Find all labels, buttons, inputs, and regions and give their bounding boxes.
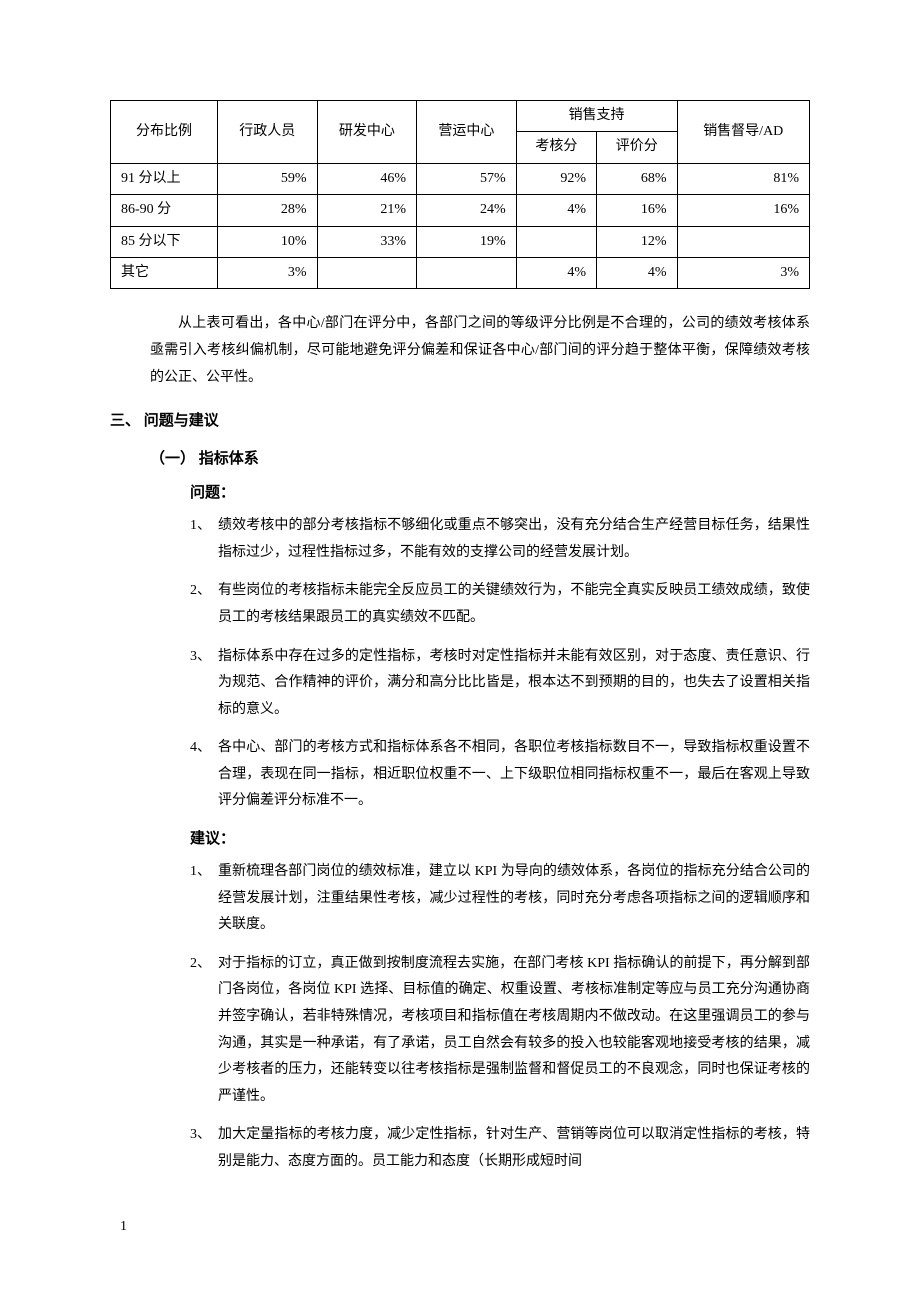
problems-list: 1、绩效考核中的部分考核指标不够细化或重点不够突出，没有充分结合生产经营目标任务…	[190, 513, 810, 815]
table-row: 85 分以下 10% 33% 19% 12%	[111, 226, 810, 257]
col-header-sales-lead: 销售督导/AD	[677, 101, 810, 164]
cell: 33%	[317, 226, 417, 257]
suggestions-list: 1、重新梳理各部门岗位的绩效标准，建立以 KPI 为导向的绩效体系，各岗位的指标…	[190, 859, 810, 1176]
col-header-ops: 营运中心	[417, 101, 517, 164]
cell	[677, 226, 810, 257]
distribution-table: 分布比例 行政人员 研发中心 营运中心 销售支持 销售督导/AD 考核分 评价分…	[110, 100, 810, 289]
cell: 16%	[597, 195, 677, 226]
list-marker: 1、	[190, 513, 211, 540]
list-text: 有些岗位的考核指标未能完全反应员工的关键绩效行为，不能完全真实反映员工绩效成绩，…	[218, 583, 810, 625]
list-item: 4、各中心、部门的考核方式和指标体系各不相同，各职位考核指标数目不一，导致指标权…	[190, 735, 810, 815]
list-item: 1、绩效考核中的部分考核指标不够细化或重点不够突出，没有充分结合生产经营目标任务…	[190, 513, 810, 566]
cell	[417, 257, 517, 288]
cell: 3%	[677, 257, 810, 288]
list-text: 重新梳理各部门岗位的绩效标准，建立以 KPI 为导向的绩效体系，各岗位的指标充分…	[218, 864, 810, 932]
col-header-eval-score: 评价分	[597, 132, 677, 163]
cell: 19%	[417, 226, 517, 257]
cell: 3%	[218, 257, 318, 288]
list-marker: 4、	[190, 735, 211, 762]
list-marker: 3、	[190, 1122, 211, 1149]
list-text: 对于指标的订立，真正做到按制度流程去实施，在部门考核 KPI 指标确认的前提下，…	[218, 956, 810, 1104]
list-item: 3、指标体系中存在过多的定性指标，考核时对定性指标并未能有效区别，对于态度、责任…	[190, 644, 810, 724]
list-item: 3、加大定量指标的考核力度，减少定性指标，针对生产、营销等岗位可以取消定性指标的…	[190, 1122, 810, 1175]
cell: 21%	[317, 195, 417, 226]
list-marker: 1、	[190, 859, 211, 886]
row-label: 86-90 分	[111, 195, 218, 226]
cell: 16%	[677, 195, 810, 226]
paragraph-after-table: 从上表可看出，各中心/部门在评分中，各部门之间的等级评分比例是不合理的，公司的绩…	[150, 311, 810, 391]
table-row: 91 分以上 59% 46% 57% 92% 68% 81%	[111, 163, 810, 194]
cell: 81%	[677, 163, 810, 194]
list-item: 1、重新梳理各部门岗位的绩效标准，建立以 KPI 为导向的绩效体系，各岗位的指标…	[190, 859, 810, 939]
cell: 24%	[417, 195, 517, 226]
cell: 4%	[516, 257, 596, 288]
list-text: 加大定量指标的考核力度，减少定性指标，针对生产、营销等岗位可以取消定性指标的考核…	[218, 1127, 810, 1169]
row-label: 其它	[111, 257, 218, 288]
list-marker: 2、	[190, 578, 211, 605]
row-label: 91 分以上	[111, 163, 218, 194]
list-marker: 3、	[190, 644, 211, 671]
problems-label: 问题：	[190, 481, 810, 505]
cell: 4%	[597, 257, 677, 288]
cell: 59%	[218, 163, 318, 194]
cell	[317, 257, 417, 288]
cell: 46%	[317, 163, 417, 194]
list-marker: 2、	[190, 951, 211, 978]
col-header-assess-score: 考核分	[516, 132, 596, 163]
cell	[516, 226, 596, 257]
subsection-heading-1: （一） 指标体系	[150, 447, 810, 471]
col-header-distribution: 分布比例	[111, 101, 218, 164]
page-number: 1	[120, 1216, 810, 1238]
table-row: 其它 3% 4% 4% 3%	[111, 257, 810, 288]
section-heading-3: 三、 问题与建议	[110, 409, 810, 433]
cell: 92%	[516, 163, 596, 194]
cell: 4%	[516, 195, 596, 226]
suggestions-label: 建议：	[190, 827, 810, 851]
cell: 68%	[597, 163, 677, 194]
col-header-sales-support: 销售支持	[516, 101, 677, 132]
list-text: 各中心、部门的考核方式和指标体系各不相同，各职位考核指标数目不一，导致指标权重设…	[218, 740, 810, 808]
list-text: 绩效考核中的部分考核指标不够细化或重点不够突出，没有充分结合生产经营目标任务，结…	[218, 518, 810, 560]
col-header-rd: 研发中心	[317, 101, 417, 164]
row-label: 85 分以下	[111, 226, 218, 257]
cell: 57%	[417, 163, 517, 194]
list-text: 指标体系中存在过多的定性指标，考核时对定性指标并未能有效区别，对于态度、责任意识…	[218, 649, 810, 717]
cell: 12%	[597, 226, 677, 257]
col-header-admin: 行政人员	[218, 101, 318, 164]
list-item: 2、有些岗位的考核指标未能完全反应员工的关键绩效行为，不能完全真实反映员工绩效成…	[190, 578, 810, 631]
cell: 28%	[218, 195, 318, 226]
table-row: 86-90 分 28% 21% 24% 4% 16% 16%	[111, 195, 810, 226]
cell: 10%	[218, 226, 318, 257]
list-item: 2、对于指标的订立，真正做到按制度流程去实施，在部门考核 KPI 指标确认的前提…	[190, 951, 810, 1111]
